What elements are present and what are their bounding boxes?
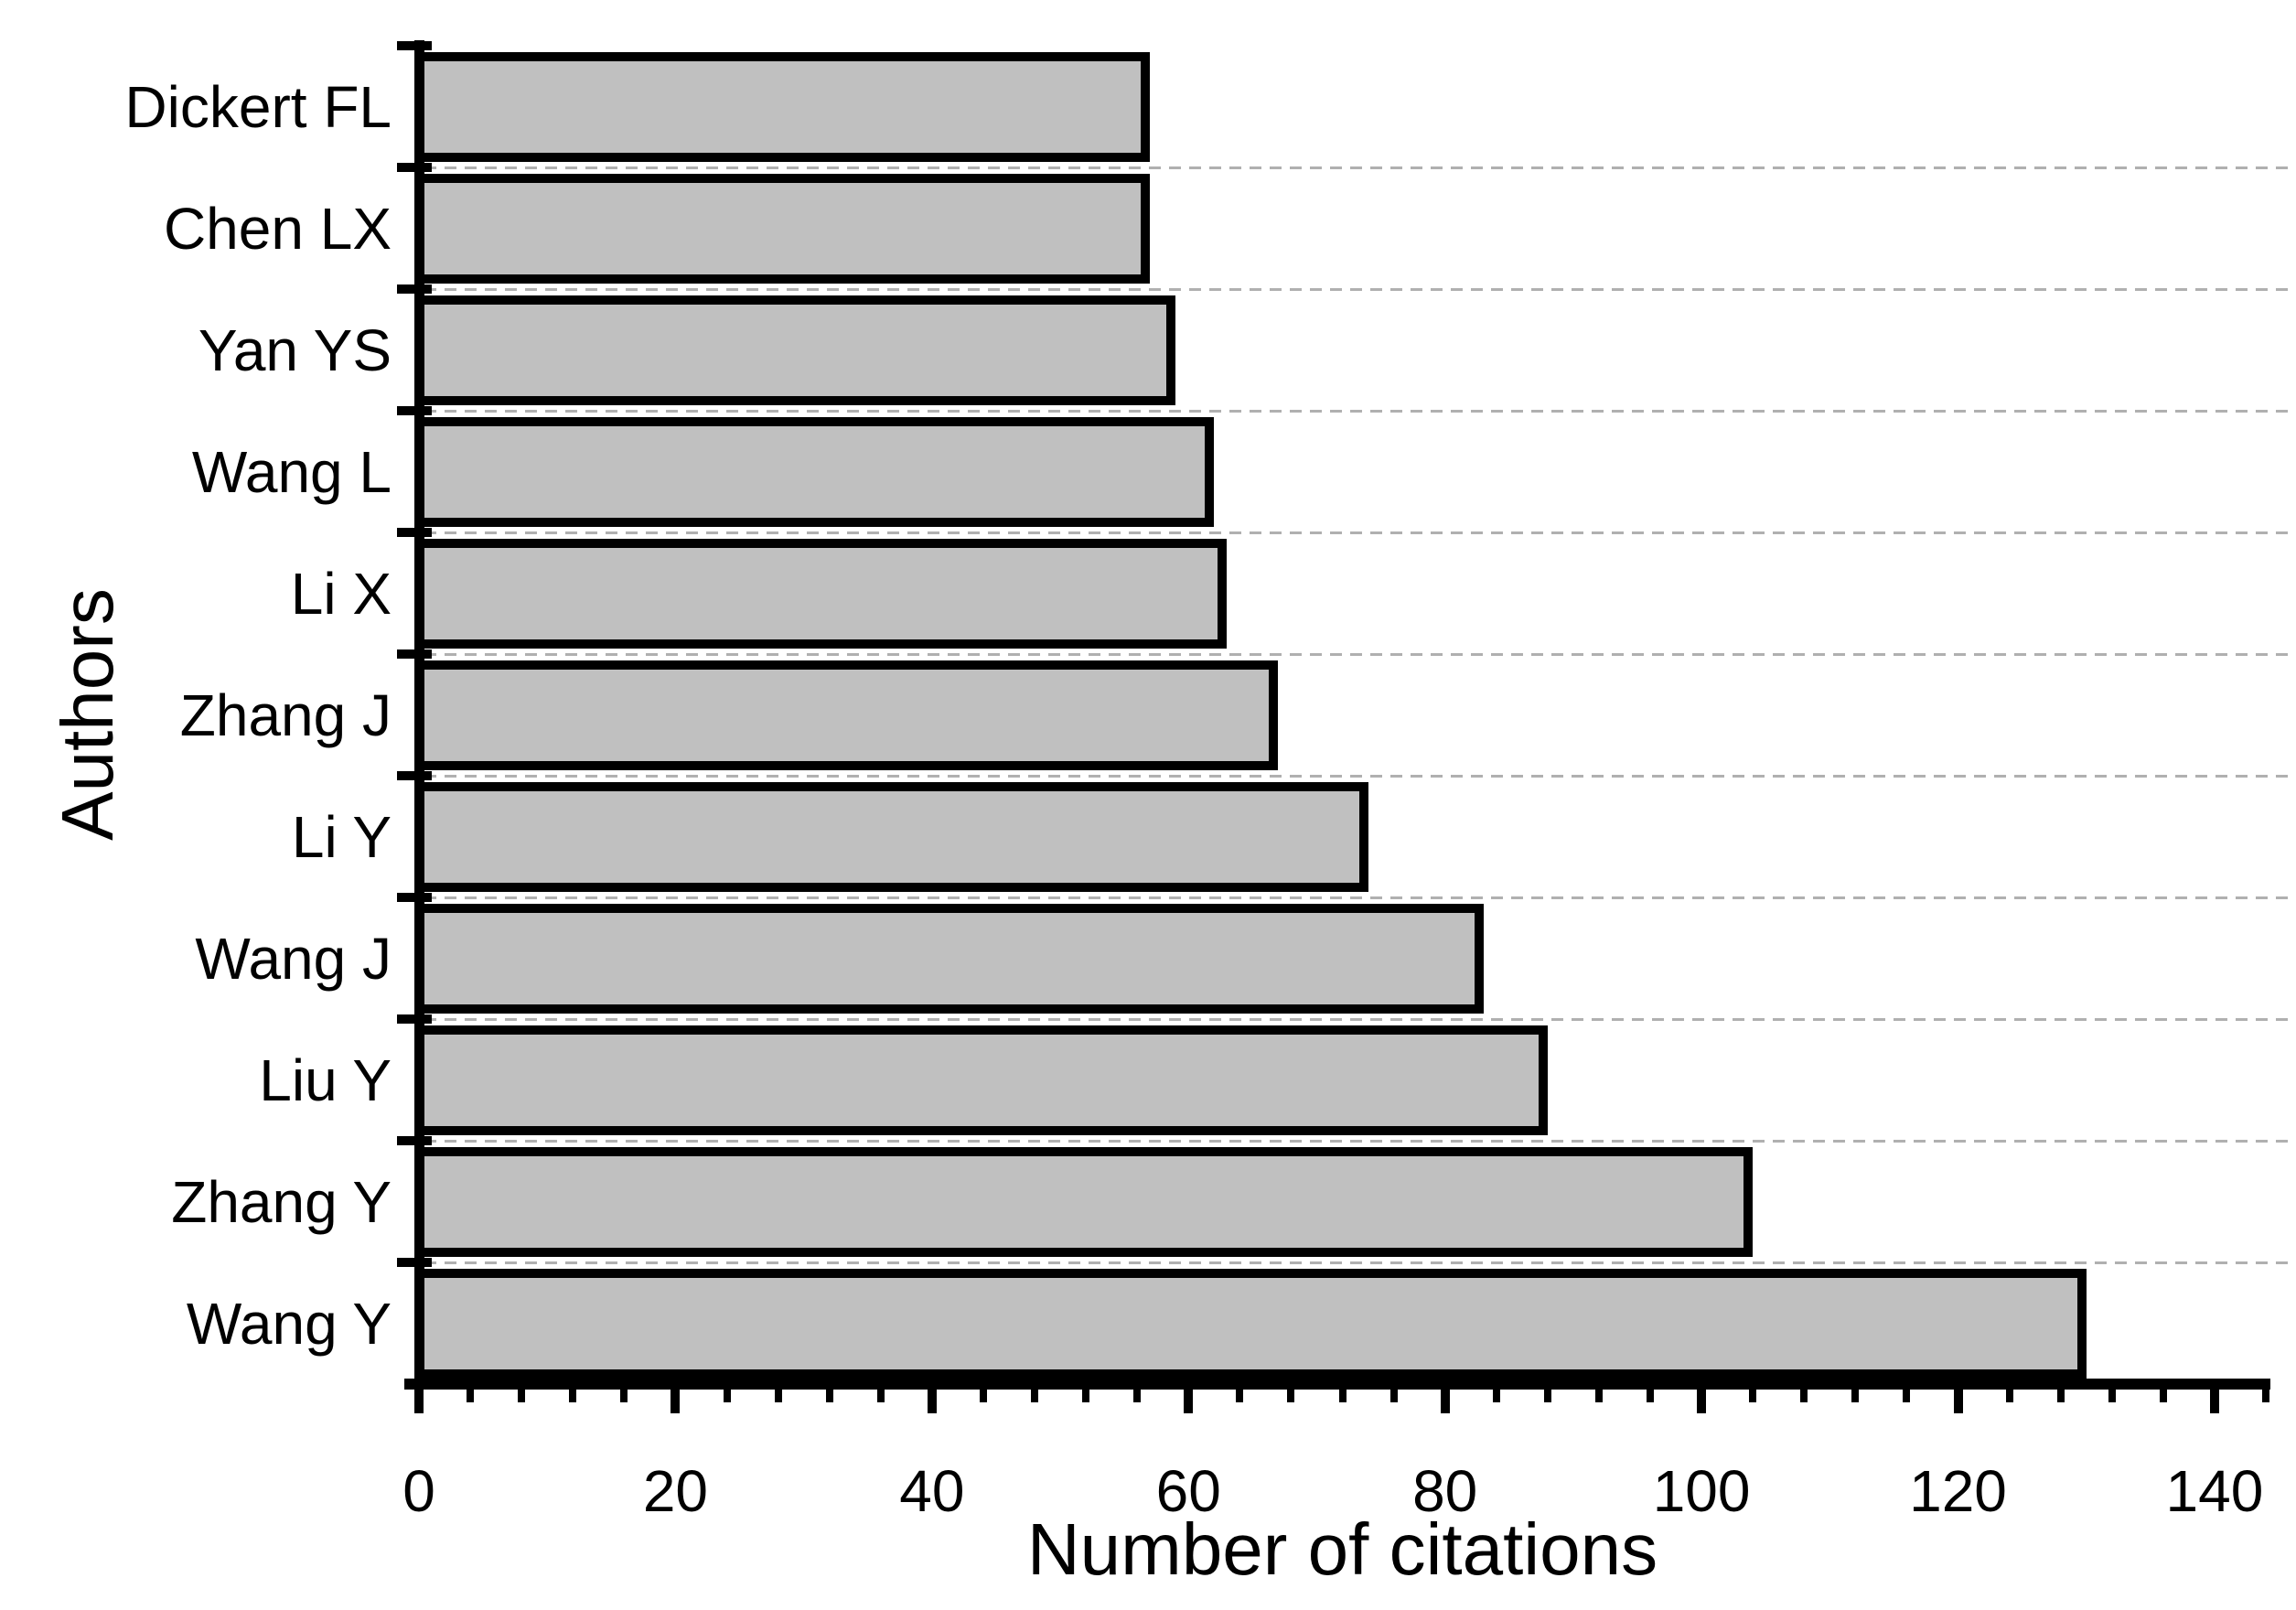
x-minor-tick [1647,1389,1654,1402]
x-minor-tick [1389,1389,1398,1402]
x-minor-tick [620,1389,628,1402]
gridline [424,409,2291,413]
x-axis-line [404,1379,2270,1390]
gridline [424,652,2291,656]
category-label: Chen LX [163,195,392,262]
category-label: Dickert FL [124,73,392,140]
y-tick [397,163,432,172]
x-tick-label: 140 [2165,1458,2264,1524]
x-minor-tick [1492,1389,1500,1402]
x-major-tick [1440,1389,1450,1413]
gridline [424,1139,2291,1143]
x-minor-tick [467,1389,475,1402]
x-minor-tick [774,1389,782,1402]
category-label: Wang L [191,438,392,505]
gridline [424,896,2291,899]
x-minor-tick [1236,1389,1244,1402]
bar [414,538,1228,649]
y-tick [397,284,432,294]
gridline [424,1017,2291,1021]
bar [414,173,1151,284]
x-tick-label: 120 [1909,1458,2007,1524]
bar [414,781,1368,892]
x-minor-tick [979,1389,987,1402]
x-minor-tick [1851,1389,1860,1402]
category-label: Li X [290,560,392,627]
bar [414,660,1279,770]
category-label: Zhang Y [171,1168,392,1235]
y-tick [397,649,432,659]
x-tick-label: 40 [899,1458,965,1524]
x-minor-tick [569,1389,577,1402]
x-minor-tick [2056,1389,2065,1402]
x-minor-tick [1082,1389,1090,1402]
x-minor-tick [1594,1389,1603,1402]
gridline [424,1261,2291,1264]
x-tick-label: 0 [402,1458,435,1524]
bar [414,1146,1754,1257]
y-tick [397,1258,432,1267]
bar [414,1268,2087,1379]
category-label: Zhang J [179,682,392,748]
bar [414,295,1176,405]
x-minor-tick [2108,1389,2116,1402]
x-minor-tick [1903,1389,1911,1402]
x-major-tick [671,1389,681,1413]
category-label: Wang Y [186,1290,392,1357]
gridline [424,287,2291,291]
x-minor-tick [1287,1389,1295,1402]
x-minor-tick [1031,1389,1038,1402]
category-label: Li Y [291,803,392,870]
x-minor-tick [825,1389,833,1402]
x-minor-tick [2005,1389,2013,1402]
x-major-tick [927,1389,937,1413]
gridline [424,774,2291,778]
x-tick-label: 60 [1155,1458,1221,1524]
x-tick-label: 100 [1652,1458,1751,1524]
y-tick [397,893,432,902]
category-label: Wang J [195,925,392,992]
bar [414,416,1215,527]
x-minor-tick [1543,1389,1551,1402]
x-minor-tick [1749,1389,1757,1402]
category-label: Yan YS [198,317,392,383]
y-axis-category-labels: Dickert FL Chen LX Yan YS Wang L Li X Zhang J… [0,46,392,1384]
bar [414,1025,1548,1135]
gridline [424,531,2291,534]
plot-area: 0 20 40 60 80 100 120 140 [397,40,2291,1524]
x-axis-title: Number of citations [1026,1508,1658,1590]
x-tick-label: 20 [642,1458,708,1524]
x-major-tick [414,1389,424,1413]
y-tick [397,1014,432,1024]
bar [414,903,1484,1014]
x-major-tick [2209,1389,2219,1413]
category-label: Liu Y [259,1046,392,1113]
y-tick [397,771,432,780]
x-major-tick [1697,1389,1707,1413]
y-axis-line [414,40,424,1390]
bar [414,51,1151,162]
x-major-tick [1953,1389,1963,1413]
x-major-tick [1184,1389,1194,1413]
x-minor-tick [2262,1389,2269,1402]
x-minor-tick [876,1389,885,1402]
y-tick [397,41,432,50]
x-tick-label: 80 [1412,1458,1478,1524]
x-minor-tick [723,1389,731,1402]
x-minor-tick [1800,1389,1808,1402]
x-minor-tick [518,1389,526,1402]
y-tick [397,406,432,415]
x-minor-tick [1338,1389,1346,1402]
y-tick [397,1136,432,1145]
x-minor-tick [1133,1389,1142,1402]
y-tick [397,528,432,537]
x-minor-tick [2159,1389,2167,1402]
gridline [424,166,2291,169]
